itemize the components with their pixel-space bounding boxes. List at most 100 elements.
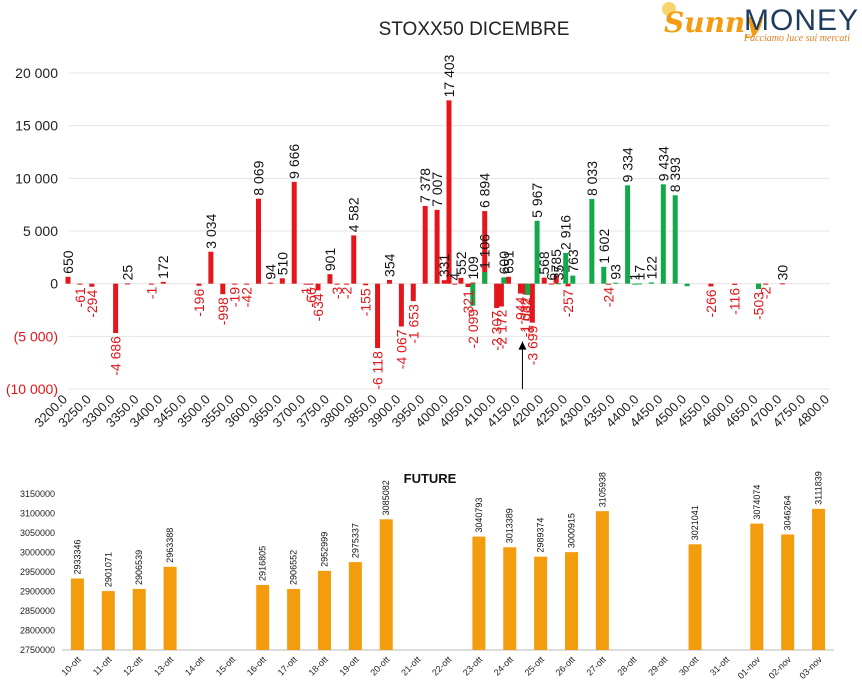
future-bar bbox=[688, 544, 702, 650]
data-label: 9 666 bbox=[286, 144, 302, 179]
data-label: 5 967 bbox=[529, 183, 545, 218]
y-tick-label: 15 000 bbox=[15, 118, 58, 134]
y-tick-label: (5 000) bbox=[14, 328, 58, 344]
data-label: -66 bbox=[303, 287, 319, 307]
bar bbox=[375, 283, 381, 349]
bar bbox=[506, 276, 512, 284]
data-label: -116 bbox=[727, 288, 743, 315]
data-label: 109 bbox=[465, 256, 481, 280]
data-label: -503 bbox=[751, 292, 767, 320]
data-label: -155 bbox=[358, 288, 374, 316]
bar bbox=[148, 283, 154, 285]
future-bar bbox=[132, 588, 146, 650]
data-label: -3 bbox=[329, 286, 345, 299]
arrow-head bbox=[518, 341, 527, 350]
data-label: 2975337 bbox=[350, 523, 360, 558]
future-bar bbox=[256, 584, 270, 650]
bar bbox=[565, 283, 571, 287]
x-tick-label: 19-ott bbox=[337, 654, 361, 678]
data-label: 7 007 bbox=[429, 172, 445, 207]
bar bbox=[589, 199, 595, 284]
bar bbox=[386, 279, 392, 284]
x-tick-label: 22-ott bbox=[430, 654, 454, 678]
data-label: -4 686 bbox=[108, 336, 124, 376]
data-label: 2906539 bbox=[134, 550, 144, 585]
x-tick-label: 01-nov bbox=[736, 654, 763, 681]
bar bbox=[553, 275, 559, 284]
data-label: -4 067 bbox=[393, 329, 409, 369]
data-label: -998 bbox=[215, 297, 231, 325]
bar bbox=[534, 220, 540, 284]
data-label: 2906552 bbox=[289, 550, 299, 585]
y-tick-label: 2750000 bbox=[20, 645, 55, 655]
y-tick-label: 5 000 bbox=[23, 223, 58, 239]
y-tick-label: 3050000 bbox=[20, 528, 55, 538]
future-bar bbox=[348, 562, 362, 650]
x-tick-label: 15-ott bbox=[214, 654, 238, 678]
y-tick-label: 2950000 bbox=[20, 567, 55, 577]
bar bbox=[89, 283, 95, 287]
bar bbox=[410, 283, 416, 302]
future-bar bbox=[379, 519, 393, 650]
bar bbox=[548, 283, 554, 285]
x-tick-label: 18-ott bbox=[307, 654, 331, 678]
future-bar bbox=[101, 591, 115, 650]
bar bbox=[279, 278, 285, 284]
future-chart-title: FUTURE bbox=[404, 471, 457, 486]
x-tick-label: 27-ott bbox=[584, 654, 608, 678]
data-label: 3074074 bbox=[752, 485, 762, 520]
bar bbox=[482, 272, 488, 284]
data-label: 30 bbox=[774, 265, 790, 281]
y-tick-label: 3000000 bbox=[20, 548, 55, 558]
data-label: 3105938 bbox=[597, 472, 607, 507]
logo-money-text: MONEY bbox=[744, 4, 860, 37]
x-tick-label: 12-ott bbox=[121, 654, 145, 678]
data-label: 651 bbox=[501, 250, 517, 274]
chart-title: STOXX50 DICEMBRE bbox=[379, 19, 570, 40]
bar bbox=[452, 283, 458, 285]
bar bbox=[327, 274, 333, 284]
bar bbox=[208, 251, 214, 284]
bar bbox=[470, 283, 476, 306]
bar bbox=[458, 277, 464, 284]
bar bbox=[482, 211, 488, 284]
logo-sunny-text: Sunny bbox=[664, 6, 762, 39]
bar bbox=[465, 283, 471, 288]
data-label: 8 033 bbox=[584, 161, 600, 196]
data-label: 2963388 bbox=[165, 528, 175, 563]
data-label: 35 bbox=[551, 265, 567, 281]
x-tick-label: 03-nov bbox=[797, 654, 824, 681]
bar bbox=[77, 283, 83, 285]
bar bbox=[65, 276, 71, 284]
bar bbox=[344, 283, 350, 285]
bar bbox=[563, 252, 569, 284]
data-label: 122 bbox=[643, 256, 659, 280]
data-label: 9 334 bbox=[620, 147, 636, 182]
data-label: -321 bbox=[460, 290, 476, 318]
y-tick-label: 3100000 bbox=[20, 509, 55, 519]
data-label: 93 bbox=[608, 264, 624, 280]
bar bbox=[256, 198, 261, 284]
bar bbox=[779, 283, 785, 285]
bar bbox=[398, 283, 404, 327]
sunny-money-logo: Sunny MONEY Facciamo luce sui mercati bbox=[662, 2, 860, 44]
data-label: -19 bbox=[227, 287, 243, 307]
x-tick-label: 26-ott bbox=[554, 654, 578, 678]
bar bbox=[232, 283, 238, 285]
data-label: -1 032 bbox=[517, 297, 533, 337]
bar bbox=[244, 283, 250, 285]
bar bbox=[763, 283, 769, 285]
x-tick-label: 02-nov bbox=[767, 654, 794, 681]
data-label: 568 bbox=[536, 251, 552, 275]
data-label: 3085082 bbox=[381, 480, 391, 515]
future-bar bbox=[287, 588, 301, 650]
bar bbox=[525, 283, 531, 295]
bar bbox=[541, 277, 547, 284]
data-label: -6 118 bbox=[370, 351, 386, 390]
bar bbox=[334, 283, 340, 285]
data-label: 7 378 bbox=[417, 168, 433, 203]
y-tick-label: 2800000 bbox=[20, 626, 55, 636]
bar bbox=[363, 283, 369, 286]
future-bar bbox=[565, 552, 579, 650]
